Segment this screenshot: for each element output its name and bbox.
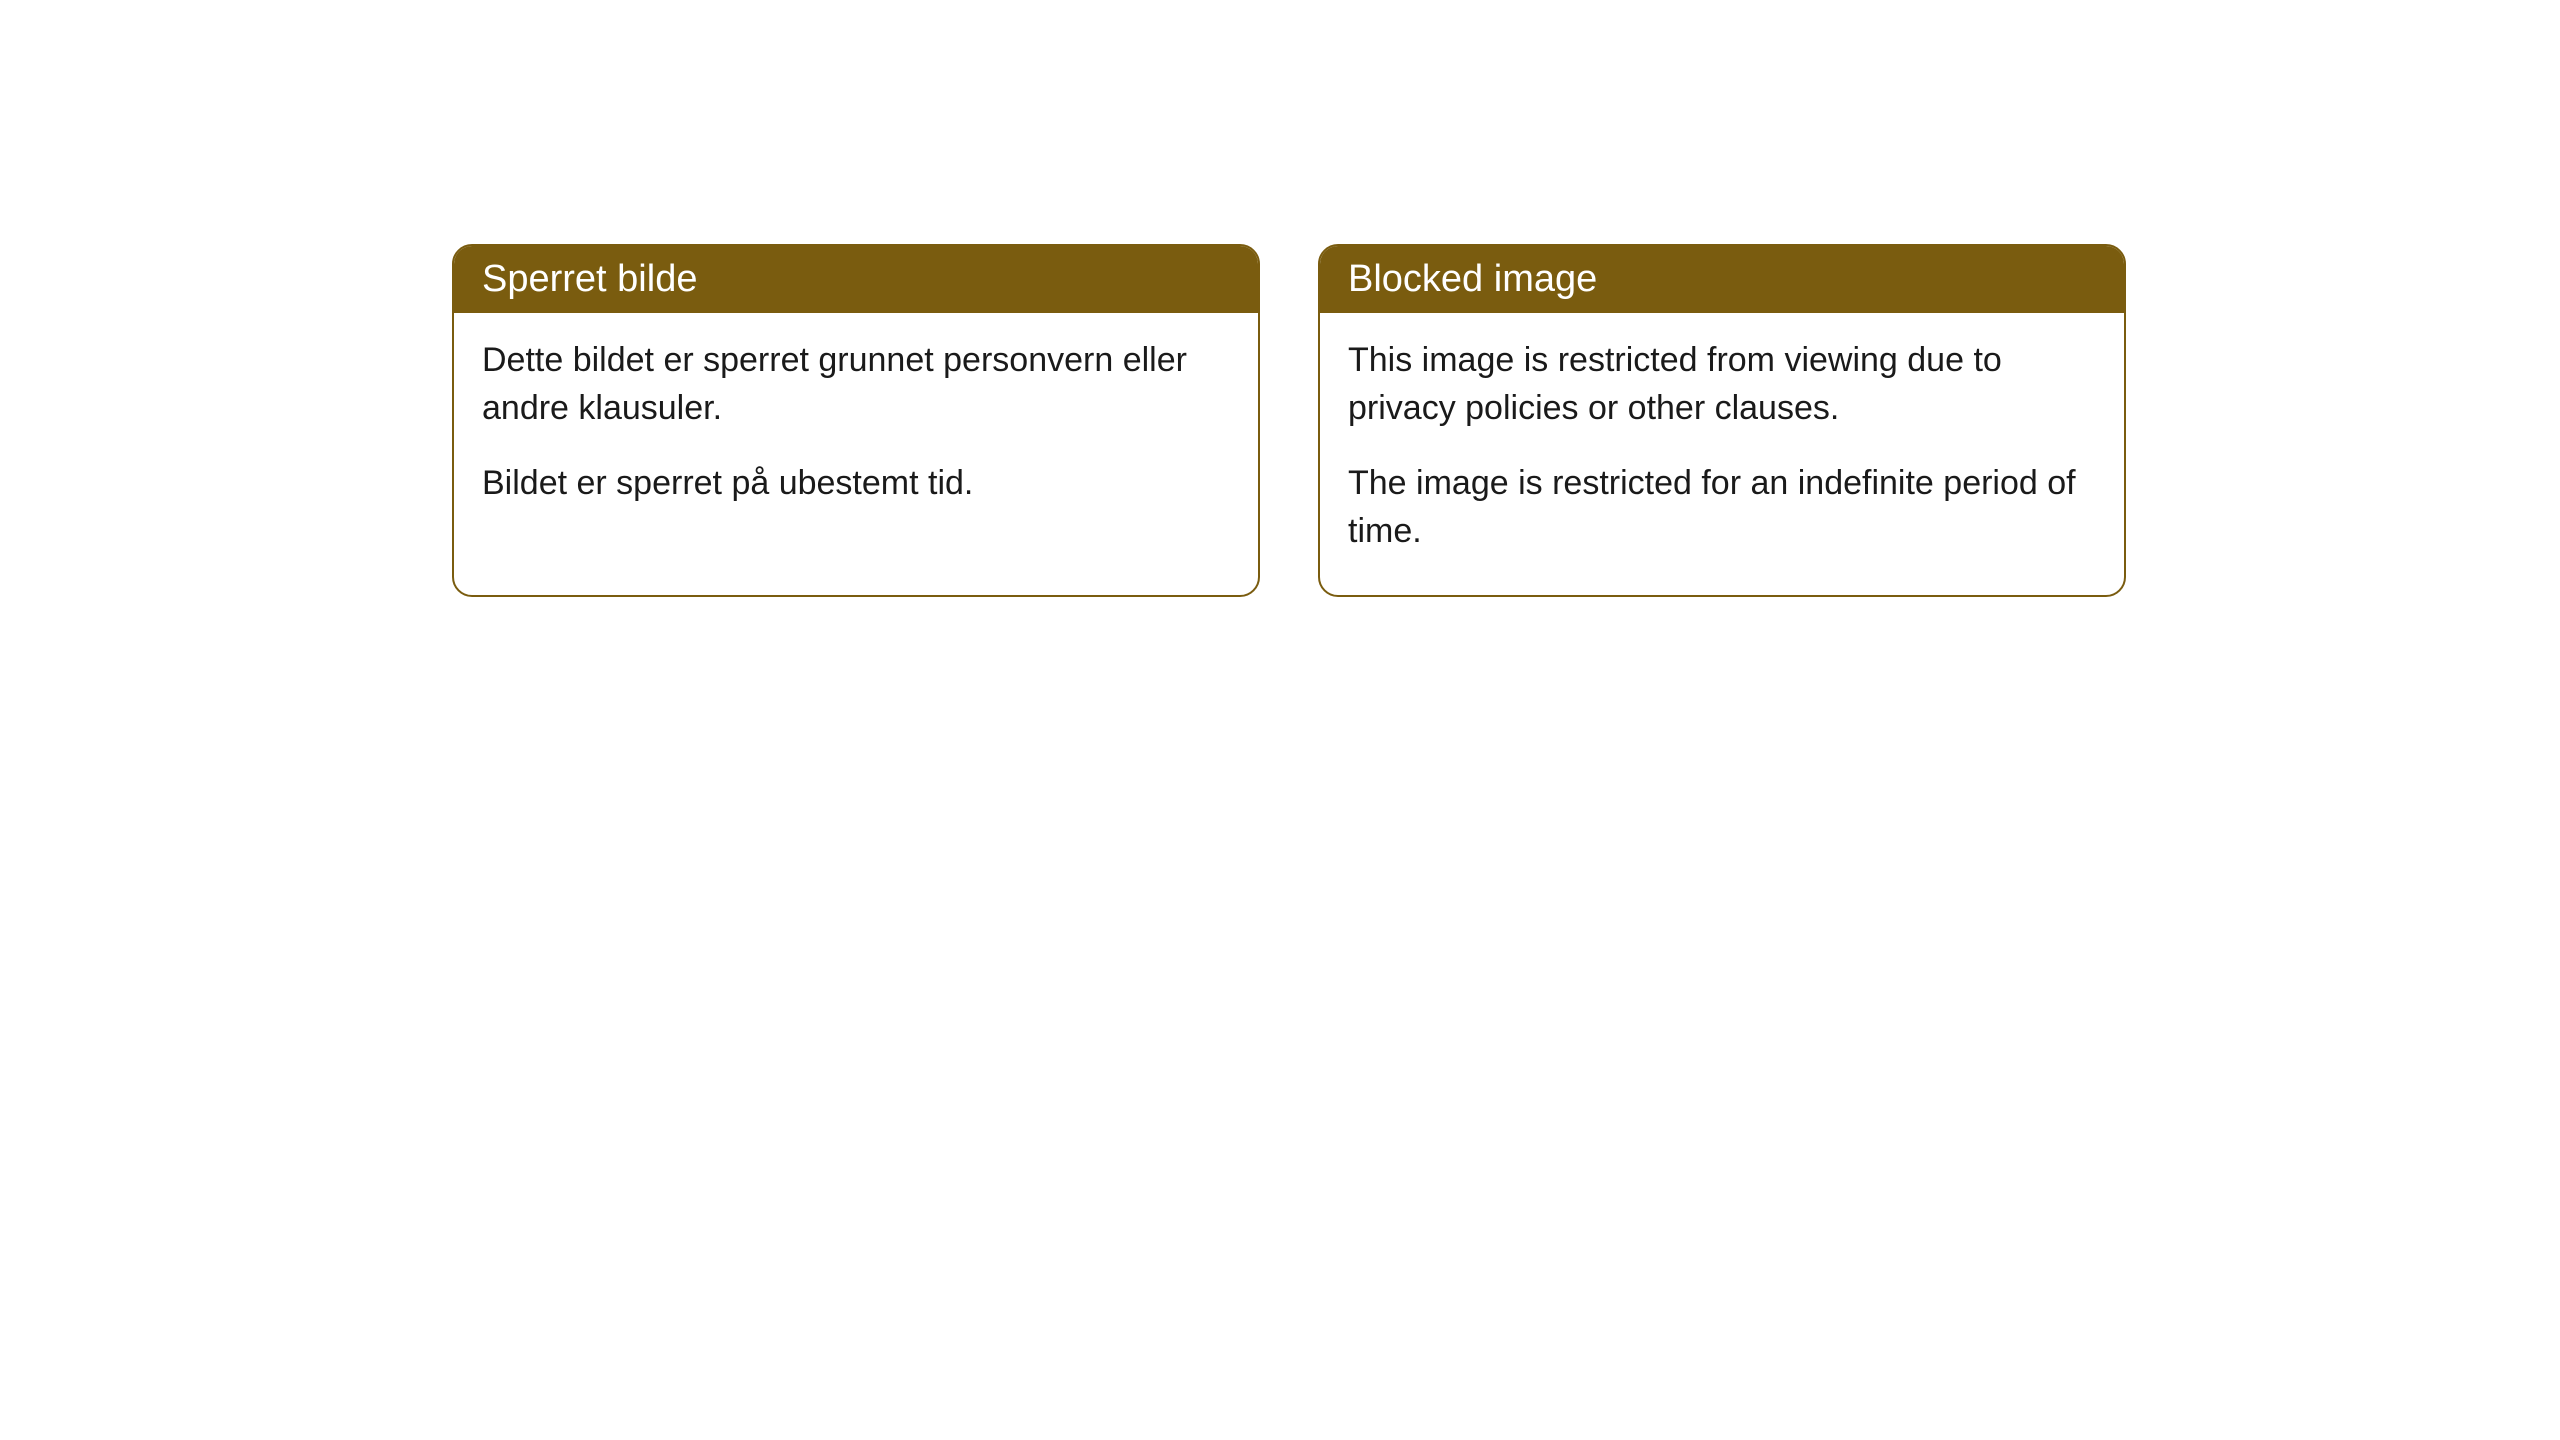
card-title: Blocked image bbox=[1348, 258, 1597, 300]
card-header-norwegian: Sperret bilde bbox=[454, 246, 1258, 313]
card-paragraph-2: The image is restricted for an indefinit… bbox=[1348, 460, 2096, 555]
card-paragraph-1: Dette bildet er sperret grunnet personve… bbox=[482, 337, 1230, 432]
cards-container: Sperret bilde Dette bildet er sperret gr… bbox=[0, 0, 2560, 597]
card-body-english: This image is restricted from viewing du… bbox=[1320, 313, 2124, 595]
card-paragraph-1: This image is restricted from viewing du… bbox=[1348, 337, 2096, 432]
card-paragraph-2: Bildet er sperret på ubestemt tid. bbox=[482, 460, 1230, 508]
card-header-english: Blocked image bbox=[1320, 246, 2124, 313]
card-body-norwegian: Dette bildet er sperret grunnet personve… bbox=[454, 313, 1258, 548]
card-title: Sperret bilde bbox=[482, 258, 697, 300]
blocked-image-card-english: Blocked image This image is restricted f… bbox=[1318, 244, 2126, 597]
blocked-image-card-norwegian: Sperret bilde Dette bildet er sperret gr… bbox=[452, 244, 1260, 597]
